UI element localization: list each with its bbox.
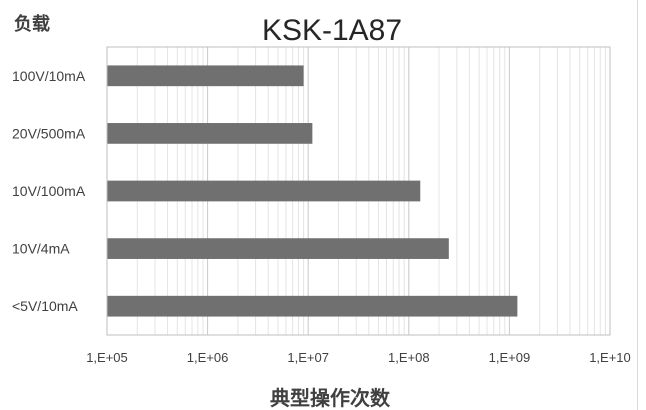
x-axis-title: 典型操作次数 [270, 386, 391, 410]
category-label: 100V/10mA [12, 68, 86, 84]
x-tick-label: 1,E+06 [187, 350, 229, 365]
right-border-line [637, 0, 638, 410]
x-tick-label: 1,E+08 [388, 350, 430, 365]
bar [107, 65, 304, 87]
x-tick-labels: 1,E+05 1,E+06 1,E+07 1,E+08 1,E+09 1,E+10 [86, 350, 631, 365]
x-tick-label: 1,E+09 [489, 350, 531, 365]
x-tick-label: 1,E+07 [287, 350, 329, 365]
category-label: <5V/10mA [12, 298, 78, 314]
plot-area-frame [106, 46, 611, 336]
chart-title: KSK-1A87 [262, 14, 402, 47]
category-label: 20V/500mA [12, 125, 86, 141]
x-tick-label: 1,E+05 [86, 350, 128, 365]
y-axis-title: 负载 [14, 13, 50, 35]
bar [107, 123, 313, 144]
category-labels: 100V/10mA 20V/500mA 10V/100mA 10V/4mA <5V/10… [12, 68, 86, 314]
x-tick-label: 1,E+10 [589, 350, 631, 365]
bar [107, 238, 449, 259]
bar [107, 180, 421, 202]
category-label: 10V/4mA [12, 241, 70, 257]
category-label: 10V/100mA [12, 183, 86, 199]
bars [107, 65, 518, 317]
bar [107, 295, 518, 317]
